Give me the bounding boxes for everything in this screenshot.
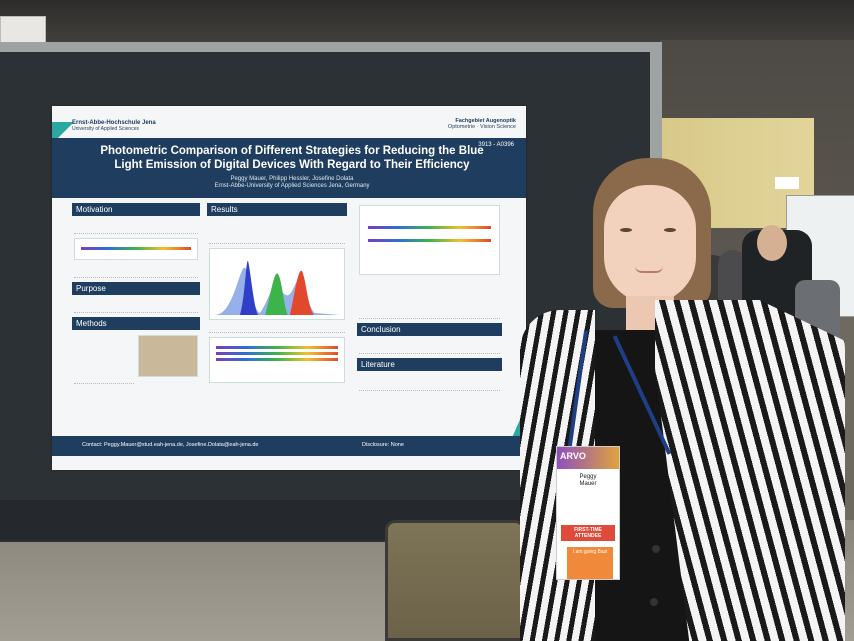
body-text [74,219,198,234]
body-text [74,263,198,278]
presenter-face [604,185,696,303]
badge-name: Peggy Mauer [557,474,619,488]
photo-setup [138,335,198,377]
flow-figure [359,205,500,275]
affiliation: Ernst-Abbe-University of Applied Science… [214,183,370,189]
background-poster-text [787,196,854,202]
department-name: Fachgebiet Augenoptik [455,118,516,124]
contact-info: Contact: Peggy.Mauer@stud.eah-jena.de, J… [82,442,259,448]
section-conclusion: Conclusion [357,323,502,336]
badge-sticker: I am going Bazi [567,547,613,579]
poster-authors: Peggy Mauer, Philipp Hessler, Josefine D… [92,176,492,190]
bar-figure [209,337,345,383]
poster-code: 3913 - A0396 [478,142,514,148]
background-person-head [757,225,787,261]
green-peak [265,273,288,315]
badge-last-name: Mauer [579,481,597,487]
smile [635,266,663,273]
left-eye [620,228,632,232]
name-badge: ARVO Peggy Mauer FIRST-TIME ATTENDEE I a… [556,446,620,580]
research-poster: Ernst-Abbe-Hochschule Jena University of… [52,106,526,470]
right-eye [664,228,676,232]
blazer-button [650,598,658,606]
body-text [74,298,198,313]
body-text [359,339,500,354]
badge-event: ARVO [557,447,619,469]
blazer-button [652,545,660,553]
university-subtitle: University of Applied Sciences [72,126,139,132]
disclosure: Disclosure: None [362,442,404,448]
body-text [359,374,500,391]
first-time-ribbon: FIRST-TIME ATTENDEE [561,525,615,541]
body-text [74,333,134,384]
body-text [359,278,500,319]
poster-column-2: Results [207,203,347,386]
body-text [209,219,345,244]
poster-footer: Contact: Peggy.Mauer@stud.eah-jena.de, J… [52,436,526,456]
poster-column-1: Motivation Purpose Methods [72,203,200,388]
blue-peak [240,260,258,315]
methods-block [72,333,200,388]
university-logo: Ernst-Abbe-Hochschule Jena University of… [72,120,156,132]
section-motivation: Motivation [72,203,200,216]
author-list: Peggy Mauer, Philipp Hessler, Josefine D… [230,176,354,182]
striped-blazer-right [655,300,845,641]
section-methods: Methods [72,317,200,330]
figure-chart [74,238,198,260]
university-name: Ernst-Abbe-Hochschule Jena [72,120,156,126]
spectrum-chart [209,248,345,320]
poster-column-3: Conclusion Literature [357,203,502,395]
department-subtitle: Optometrie · Vision Science [447,124,516,130]
section-purpose: Purpose [72,282,200,295]
poster-title: Photometric Comparison of Different Stra… [100,145,484,171]
chair-back [385,520,525,641]
spectrum-graphic [215,260,340,315]
small-sign [775,177,799,189]
section-results: Results [207,203,347,216]
section-literature: Literature [357,358,502,371]
badge-first-name: Peggy [579,474,597,480]
body-text [209,322,345,333]
department-logo: Fachgebiet Augenoptik Optometrie · Visio… [448,118,516,130]
poster-header [52,138,526,198]
red-peak [290,270,314,315]
